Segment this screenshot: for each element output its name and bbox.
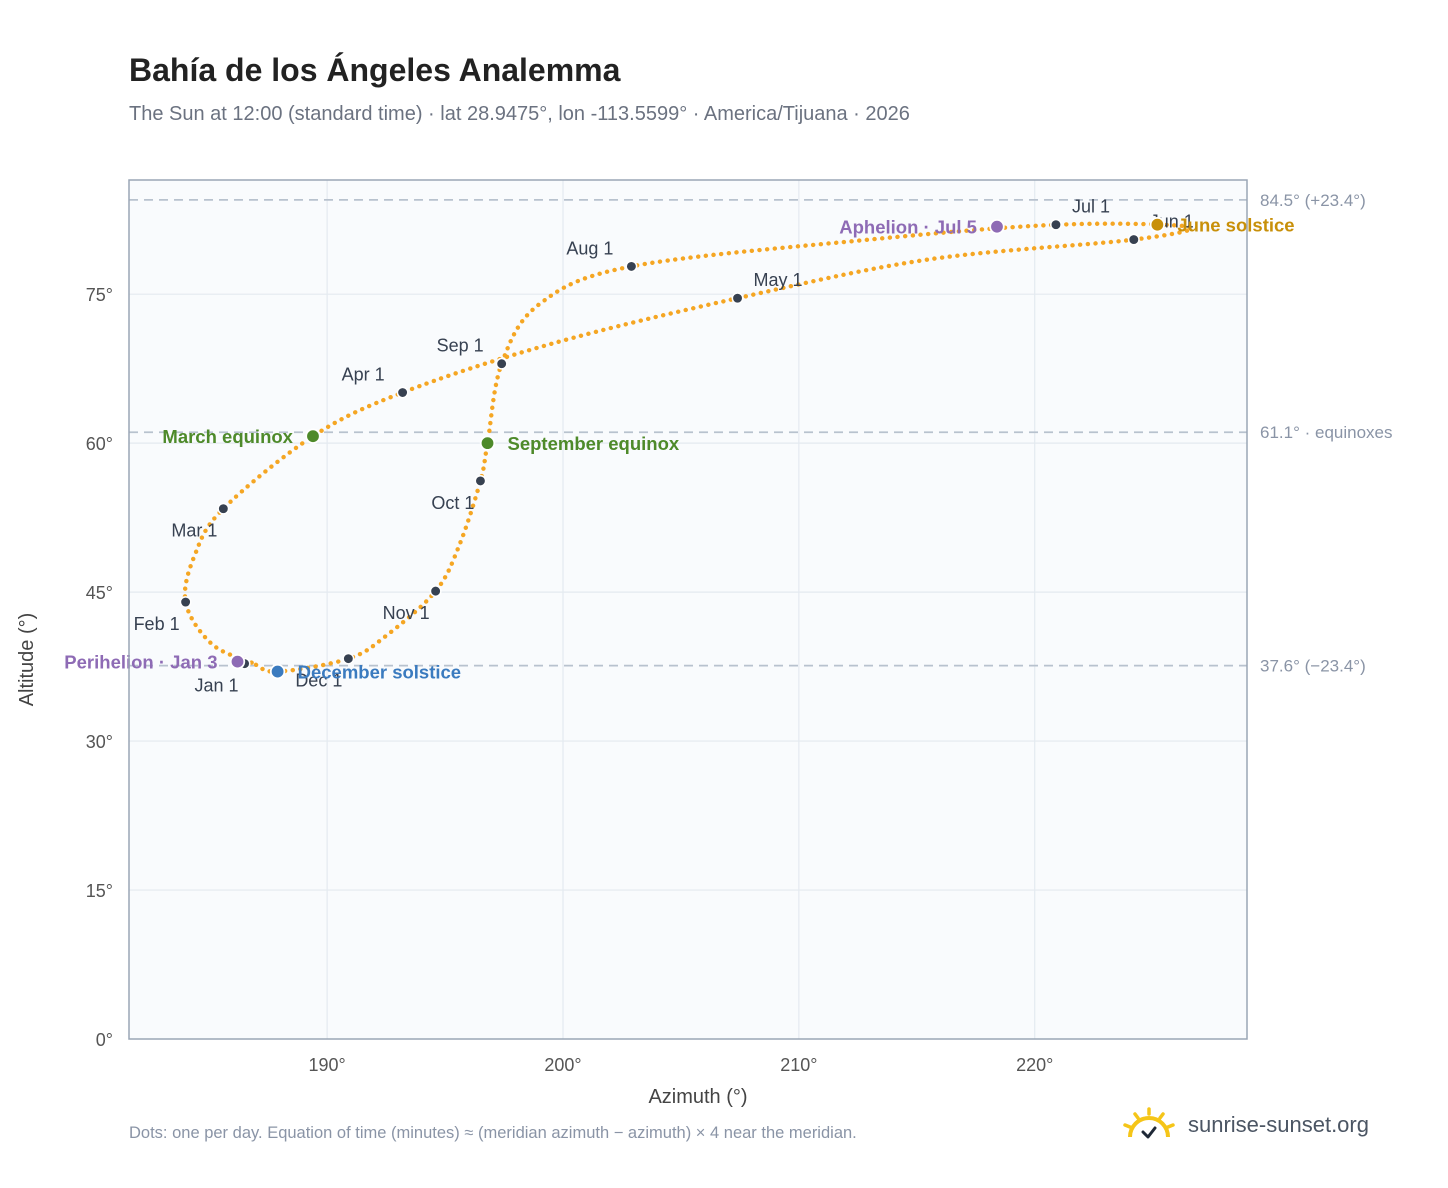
special-point-marker	[229, 653, 246, 670]
sun-logo-icon	[1123, 1107, 1175, 1139]
month-marker-label: Apr 1	[342, 365, 385, 385]
month-marker	[342, 652, 355, 665]
month-marker-label: Sep 1	[437, 336, 484, 356]
month-marker	[625, 260, 638, 273]
special-point-label: December solstice	[298, 662, 462, 683]
month-marker-label: Mar 1	[171, 521, 217, 541]
axes: 190° 200° 210° 220° 0° 15° 30° 45° 60° 75° Azimuth…	[16, 285, 1053, 1108]
special-point-marker	[989, 218, 1005, 235]
month-marker	[495, 357, 508, 370]
brand-name[interactable]: sunrise-sunset.org	[1188, 1112, 1369, 1137]
y-tick-label: 75°	[86, 285, 113, 305]
month-marker-label: Nov 1	[383, 603, 430, 623]
special-point-marker	[269, 663, 286, 680]
x-axis-label: Azimuth (°)	[648, 1086, 747, 1108]
month-marker-label: Oct 1	[431, 493, 474, 513]
month-marker	[396, 386, 409, 399]
month-marker	[1049, 218, 1062, 231]
plot-frame	[128, 179, 1248, 1040]
y-tick-label: 60°	[86, 434, 113, 454]
special-point-label: June solstice	[1177, 215, 1294, 236]
month-marker-label: Aug 1	[566, 238, 613, 258]
month-marker	[179, 596, 192, 609]
x-tick-label: 190°	[309, 1055, 346, 1075]
reference-line-label: 84.5° (+23.4°)	[1260, 191, 1366, 210]
special-point-marker	[305, 428, 321, 444]
month-marker	[474, 474, 487, 487]
analemma-path	[182, 221, 1194, 674]
x-tick-label: 210°	[780, 1055, 817, 1075]
month-marker	[731, 292, 744, 305]
x-tick-label: 200°	[544, 1055, 581, 1075]
brand[interactable]: sunrise-sunset.org	[1122, 1100, 1369, 1150]
special-point-marker	[479, 435, 496, 451]
reference-line-label: 61.1° · equinoxes	[1260, 423, 1393, 442]
month-marker	[217, 502, 230, 515]
special-point-label: March equinox	[162, 426, 293, 447]
month-marker-label: Feb 1	[134, 614, 180, 634]
x-tick-label: 220°	[1016, 1055, 1053, 1075]
special-point-label: September equinox	[508, 433, 680, 454]
y-tick-label: 30°	[86, 732, 113, 752]
month-marker-label: Jan 1	[195, 676, 239, 696]
month-marker	[1127, 233, 1140, 246]
y-tick-label: 45°	[86, 583, 113, 603]
y-tick-label: 0°	[96, 1030, 113, 1050]
y-axis-label: Altitude (°)	[16, 613, 38, 707]
month-marker-label: Dec 1	[295, 671, 342, 691]
month-marker	[429, 585, 442, 598]
chart-title: Bahía de los Ángeles Analemma	[129, 52, 621, 88]
plot-area	[129, 180, 1247, 1039]
month-marker-label: May 1	[754, 270, 803, 290]
special-point-label: Aphelion · Jul 5	[839, 217, 977, 238]
reference-line-label: 37.6° (−23.4°)	[1260, 657, 1366, 676]
special-point-marker	[1149, 216, 1166, 233]
chart-footnote: Dots: one per day. Equation of time (min…	[129, 1124, 857, 1142]
special-points: March equinox September equinox December s…	[64, 215, 1294, 683]
month-marker-label: Jul 1	[1072, 197, 1110, 217]
y-tick-label: 15°	[86, 881, 113, 901]
analemma-curve	[182, 221, 1194, 674]
special-point-label: Perihelion · Jan 3	[64, 652, 217, 673]
grid	[129, 180, 1247, 1039]
chart-subtitle: The Sun at 12:00 (standard time) · lat 2…	[129, 103, 910, 125]
